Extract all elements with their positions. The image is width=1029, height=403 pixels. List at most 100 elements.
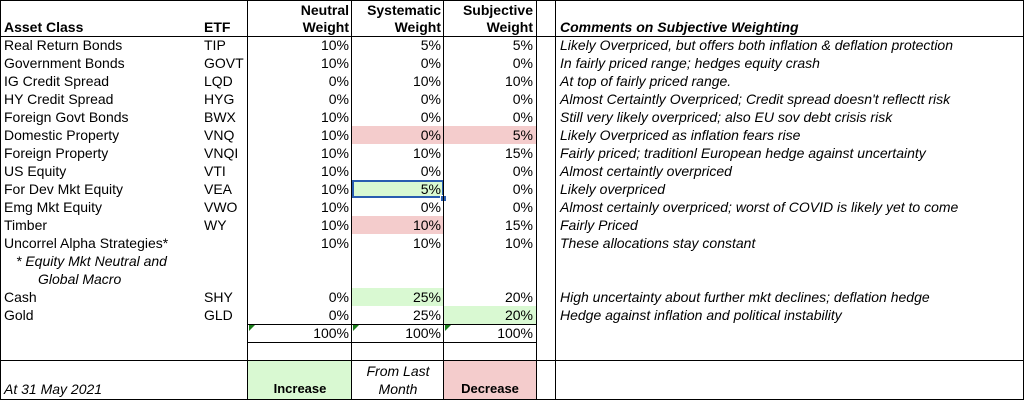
cell-neutral[interactable]: 10% (320, 199, 349, 215)
cell-etf[interactable]: VTI (204, 163, 226, 179)
cell-systematic[interactable]: 10% (412, 235, 441, 251)
header-etf[interactable]: ETF (204, 19, 231, 35)
cell-subjective[interactable]: 0% (512, 181, 533, 197)
cell-etf[interactable]: LQD (204, 73, 233, 89)
cell-etf[interactable]: WY (204, 217, 227, 233)
legend-increase-swatch[interactable] (248, 360, 352, 400)
header-asset-class[interactable]: Asset Class (4, 19, 84, 35)
header-systematic-line1[interactable]: Systematic (367, 2, 441, 18)
total-systematic[interactable]: 100% (405, 325, 441, 341)
cell-comment[interactable]: These allocations stay constant (560, 235, 756, 251)
cell-comment[interactable]: Almost Certaintly Overpriced; Credit spr… (560, 91, 951, 107)
cell-subjective[interactable]: 5% (512, 37, 533, 53)
cell-etf[interactable]: VWO (204, 199, 238, 215)
cell-asset[interactable]: Timber (4, 217, 48, 233)
cell-subjective[interactable]: 10% (504, 73, 533, 89)
cell-neutral[interactable]: 10% (320, 109, 349, 125)
cell-asset[interactable]: Gold (4, 307, 34, 323)
cell-systematic[interactable]: 0% (420, 109, 441, 125)
cell-etf[interactable]: VEA (204, 181, 233, 197)
header-neutral-line1[interactable]: Neutral (300, 2, 349, 18)
cell-asset[interactable]: Emg Mkt Equity (4, 199, 103, 215)
cell-asset[interactable]: Foreign Govt Bonds (4, 109, 129, 125)
cell-subjective-increase[interactable]: 20% (444, 306, 536, 324)
cell-comment[interactable]: Still very likely overpriced; also EU so… (560, 109, 893, 125)
cell-systematic[interactable]: 0% (420, 199, 441, 215)
selected-cell-systematic[interactable]: 5% (352, 180, 444, 198)
total-neutral[interactable]: 100% (313, 325, 349, 341)
cell-neutral[interactable]: 10% (320, 181, 349, 197)
cell-comment[interactable]: In fairly priced range; hedges equity cr… (560, 55, 820, 71)
header-subjective-line2[interactable]: Weight (486, 19, 533, 35)
cell-asset[interactable]: IG Credit Spread (4, 73, 110, 89)
cell-etf[interactable]: GOVT (204, 55, 244, 71)
cell-neutral[interactable]: 10% (320, 163, 349, 179)
cell-neutral[interactable]: 10% (320, 145, 349, 161)
legend-decrease-swatch[interactable] (444, 360, 536, 400)
cell-etf[interactable]: VNQI (204, 145, 239, 161)
cell-comment[interactable]: Hedge against inflation and political in… (560, 307, 842, 323)
cell-etf[interactable]: HYG (204, 91, 235, 107)
cell-neutral[interactable]: 10% (320, 55, 349, 71)
cell-systematic[interactable]: 25% (412, 307, 441, 323)
cell-comment[interactable]: Likely overpriced (560, 181, 666, 197)
cell-asset[interactable]: US Equity (4, 163, 67, 179)
cell-systematic[interactable]: 10% (412, 145, 441, 161)
cell-asset[interactable]: For Dev Mkt Equity (4, 181, 124, 197)
cell-neutral[interactable]: 0% (328, 73, 349, 89)
cell-neutral[interactable]: 0% (328, 307, 349, 323)
cell-systematic[interactable]: 0% (420, 55, 441, 71)
cell-subjective[interactable]: 20% (504, 289, 533, 305)
cell-neutral[interactable]: 0% (328, 289, 349, 305)
cell-subjective[interactable]: 15% (504, 217, 533, 233)
cell-etf[interactable]: GLD (204, 307, 233, 323)
cell-systematic[interactable]: 0% (420, 163, 441, 179)
cell-etf[interactable]: TIP (204, 37, 226, 53)
cell-systematic[interactable]: 0% (420, 91, 441, 107)
cell-comment[interactable]: Likely Overpriced as inflation fears ris… (560, 127, 801, 143)
cell-asset[interactable]: Uncorrel Alpha Strategies* (4, 235, 169, 251)
cell-neutral[interactable]: 10% (320, 127, 349, 143)
cell-etf[interactable]: VNQ (204, 127, 235, 143)
footnote-line2[interactable]: Global Macro (38, 271, 122, 287)
cell-systematic[interactable]: 10% (412, 73, 441, 89)
cell-etf[interactable]: SHY (204, 289, 233, 305)
cell-subjective[interactable]: 0% (512, 109, 533, 125)
cell-systematic-increase[interactable]: 25% (352, 288, 444, 306)
cell-systematic[interactable]: 5% (420, 37, 441, 53)
cell-etf[interactable]: BWX (204, 109, 236, 125)
header-systematic-line2[interactable]: Weight (394, 19, 441, 35)
total-subjective[interactable]: 100% (497, 325, 533, 341)
header-subjective-line1[interactable]: Subjective (462, 2, 533, 18)
cell-comment[interactable]: High uncertainty about further mkt decli… (560, 289, 930, 305)
cell-comment[interactable]: At top of fairly priced range. (560, 73, 732, 89)
cell-neutral[interactable]: 10% (320, 217, 349, 233)
cell-subjective[interactable]: 0% (512, 55, 533, 71)
cell-comment[interactable]: Fairly priced; traditionl European hedge… (560, 145, 926, 161)
cell-systematic-decrease[interactable]: 10% (352, 216, 444, 234)
cell-subjective[interactable]: 0% (512, 91, 533, 107)
cell-etf[interactable] (200, 234, 248, 252)
cell-systematic-decrease[interactable]: 0% (352, 126, 444, 144)
cell-asset[interactable]: Domestic Property (4, 127, 120, 143)
cell-comment[interactable]: Likely Overpriced, but offers both infla… (560, 37, 953, 53)
cell-comment[interactable]: Almost certainly overpriced; worst of CO… (560, 199, 959, 215)
cell-subjective[interactable]: 0% (512, 199, 533, 215)
cell-asset[interactable]: HY Credit Spread (4, 91, 114, 107)
header-neutral-line2[interactable]: Weight (302, 19, 349, 35)
cell-subjective[interactable]: 15% (504, 145, 533, 161)
cell-comment[interactable]: Fairly Priced (560, 217, 638, 233)
cell-neutral[interactable]: 10% (320, 37, 349, 53)
cell-neutral[interactable]: 10% (320, 235, 349, 251)
cell-neutral[interactable]: 0% (328, 91, 349, 107)
cell-subjective[interactable]: 10% (504, 235, 533, 251)
as-of-date[interactable]: At 31 May 2021 (4, 381, 103, 397)
footnote-line1[interactable]: * Equity Mkt Neutral and (16, 253, 167, 269)
cell-subjective[interactable]: 0% (512, 163, 533, 179)
cell-asset[interactable]: Cash (4, 289, 37, 305)
cell-comment[interactable]: Almost certaintly overpriced (560, 163, 732, 179)
cell-asset[interactable]: Real Return Bonds (4, 37, 123, 53)
header-comments[interactable]: Comments on Subjective Weighting (560, 19, 799, 35)
cell-subjective-decrease[interactable]: 5% (444, 126, 536, 144)
